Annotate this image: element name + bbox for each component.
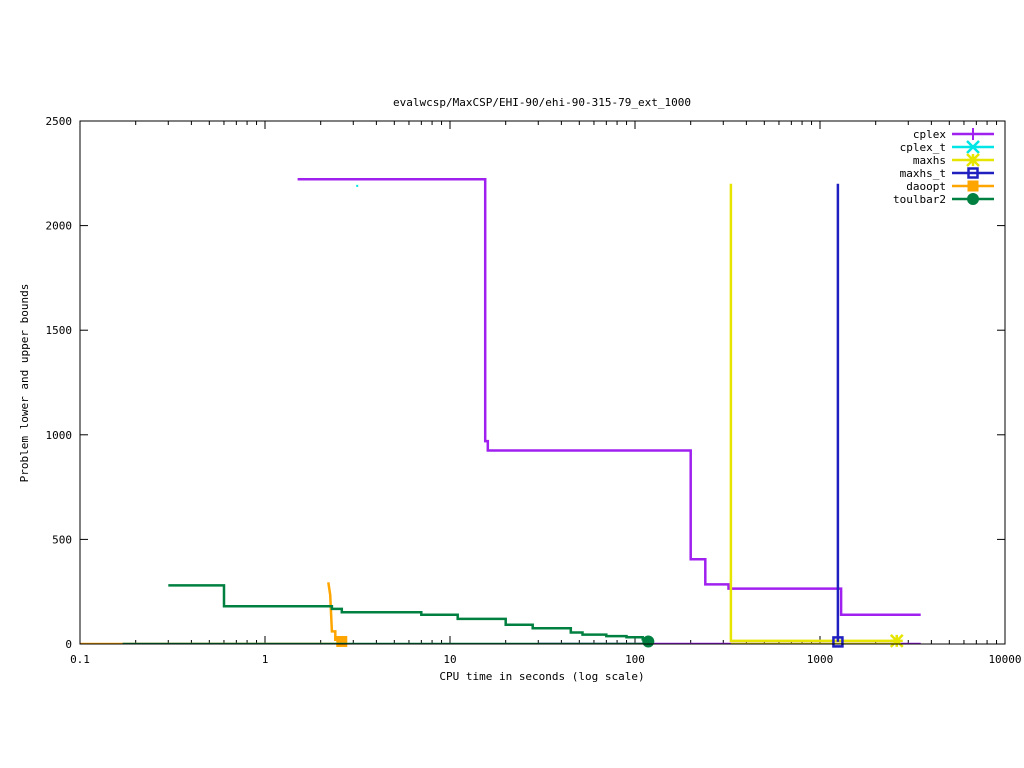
series-maxhs-t bbox=[832, 183, 844, 648]
y-tick-label: 2500 bbox=[46, 115, 73, 128]
series-point bbox=[356, 184, 359, 187]
series-marker bbox=[642, 635, 655, 648]
series-marker bbox=[967, 180, 979, 192]
series-marker bbox=[967, 193, 979, 205]
y-tick-label: 500 bbox=[52, 533, 72, 546]
series-marker bbox=[832, 636, 844, 648]
x-tick-label: 1 bbox=[262, 653, 269, 666]
plot-frame bbox=[79, 120, 1006, 645]
y-tick-label: 1500 bbox=[46, 324, 73, 337]
series-marker bbox=[966, 140, 980, 154]
chart-title: evalwcsp/MaxCSP/EHI-90/ehi-90-315-79_ext… bbox=[393, 96, 691, 109]
y-tick-label: 0 bbox=[65, 638, 72, 651]
y-tick-label: 2000 bbox=[46, 220, 73, 233]
x-tick-label: 10 bbox=[443, 653, 456, 666]
x-tick-label: 100 bbox=[625, 653, 645, 666]
series-line bbox=[297, 177, 921, 616]
legend-label: maxhs bbox=[913, 154, 946, 167]
legend-label: daoopt bbox=[906, 180, 946, 193]
x-tick-label: 1000 bbox=[807, 653, 834, 666]
series-marker bbox=[967, 167, 979, 179]
series-marker bbox=[889, 633, 904, 648]
series-marker bbox=[336, 635, 348, 647]
y-tick-label: 1000 bbox=[46, 429, 73, 442]
x-axis-label: CPU time in seconds (log scale) bbox=[439, 670, 644, 683]
series-marker bbox=[966, 153, 980, 167]
legend-label: cplex bbox=[913, 128, 946, 141]
series-marker bbox=[967, 128, 979, 140]
series-cplex-t bbox=[356, 184, 359, 187]
legend-label: maxhs_t bbox=[900, 167, 946, 180]
x-tick-label: 10000 bbox=[988, 653, 1021, 666]
series-line bbox=[168, 584, 650, 643]
legend-label: toulbar2 bbox=[893, 193, 946, 206]
y-axis-label: Problem lower and upper bounds bbox=[18, 284, 31, 483]
x-tick-label: 0.1 bbox=[70, 653, 90, 666]
legend-label: cplex_t bbox=[900, 141, 946, 154]
